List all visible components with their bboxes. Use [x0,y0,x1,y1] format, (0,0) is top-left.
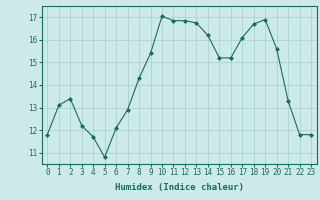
X-axis label: Humidex (Indice chaleur): Humidex (Indice chaleur) [115,183,244,192]
